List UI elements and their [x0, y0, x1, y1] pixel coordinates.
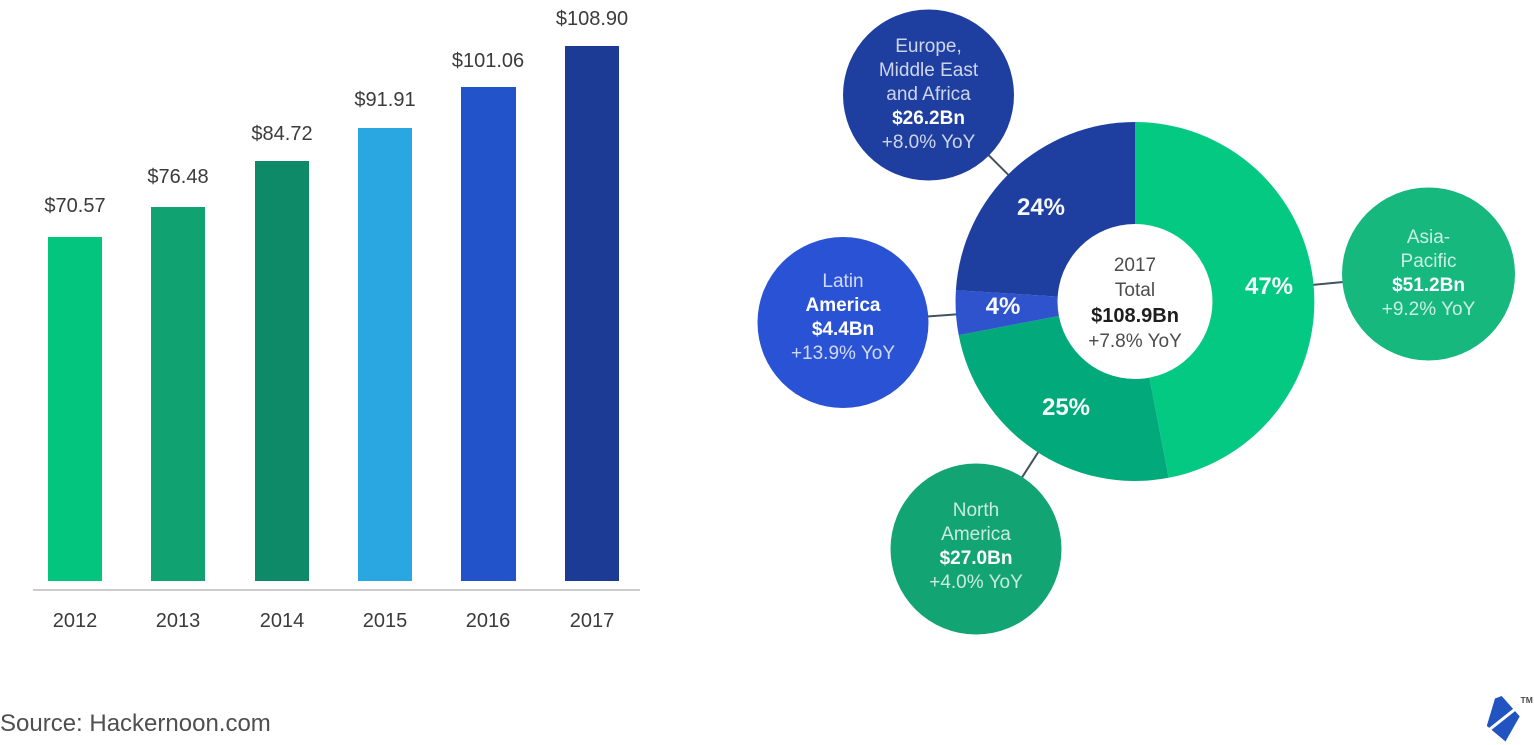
svg-text:TM: TM [1521, 695, 1533, 705]
